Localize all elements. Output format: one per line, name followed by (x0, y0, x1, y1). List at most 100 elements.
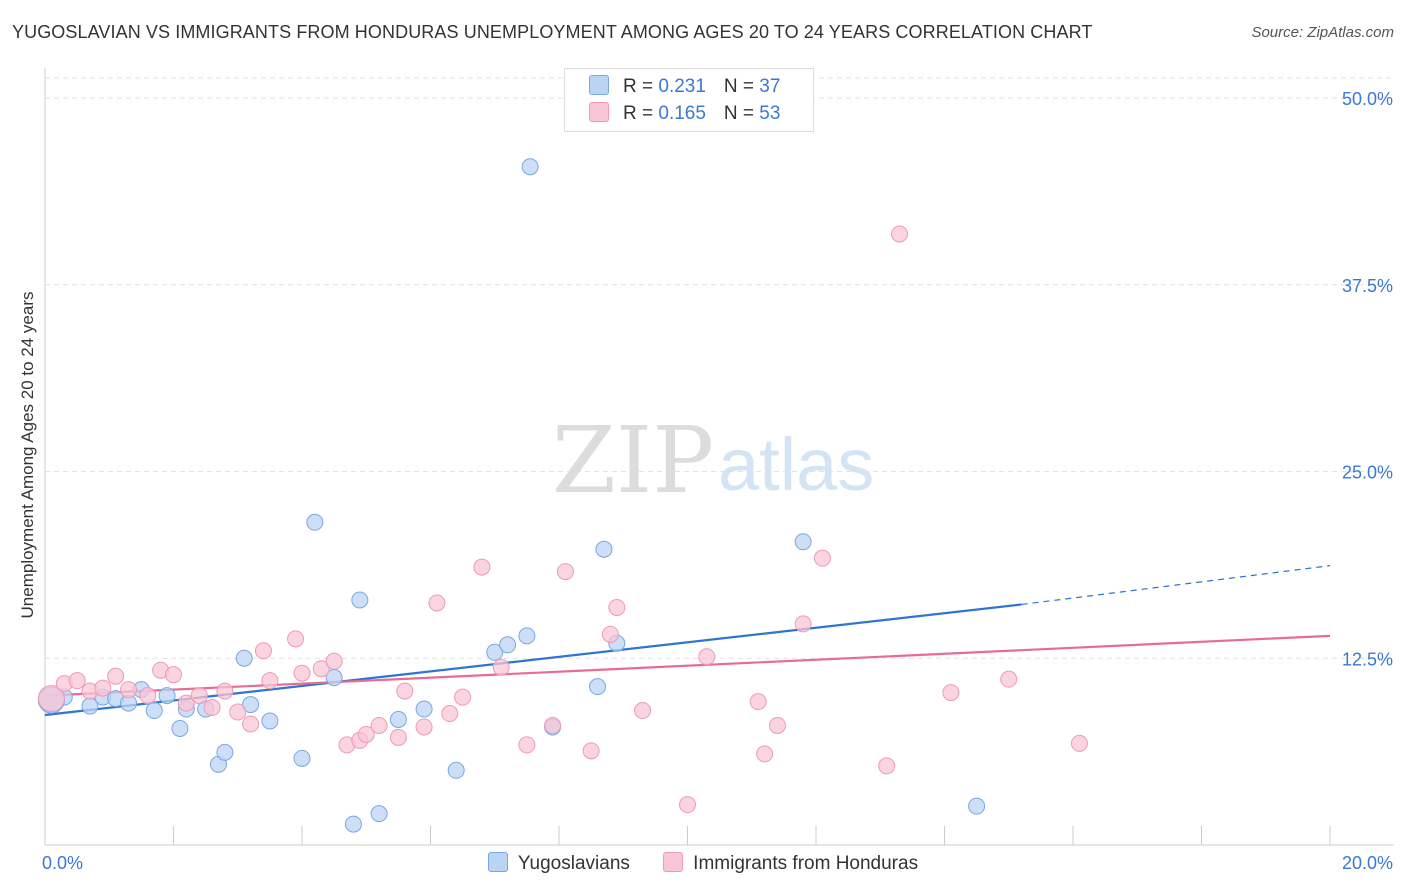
honduras-point (749, 693, 767, 711)
yugoslavian-point (370, 805, 388, 823)
y-tick-label: 12.5% (1342, 649, 1393, 669)
y-tick-label: 37.5% (1342, 276, 1393, 296)
honduras-point (254, 642, 272, 660)
honduras-point (357, 725, 375, 743)
watermark: ZIP atlas (552, 407, 874, 514)
honduras-point (37, 685, 65, 713)
series-legend: Yugoslavians Immigrants from Honduras (0, 852, 1406, 875)
yugoslavian-point (499, 636, 517, 654)
watermark-zip: ZIP (552, 407, 714, 514)
x-tick-label: 20.0% (1342, 853, 1393, 873)
honduras-point (94, 679, 112, 697)
yugoslavian-point (216, 743, 234, 761)
yugoslavian-point (235, 649, 253, 667)
data-points (37, 158, 1088, 833)
honduras-point (190, 687, 208, 705)
honduras-point (325, 652, 343, 670)
r-value: 0.165 (658, 103, 706, 124)
honduras-point (454, 688, 472, 706)
honduras-point (878, 757, 896, 775)
yugoslavian-point (351, 591, 369, 609)
yugoslavian-trend-line (44, 603, 1022, 717)
n-label: N = (723, 103, 760, 124)
blue-swatch-icon (487, 852, 508, 872)
honduras-point (813, 549, 831, 567)
yugoslavian-point (968, 797, 986, 815)
honduras-point (216, 682, 234, 700)
yugoslavian-point (447, 761, 465, 779)
honduras-point (389, 728, 407, 746)
honduras-point (1000, 670, 1018, 688)
honduras-point (229, 703, 247, 721)
honduras-point (1070, 734, 1088, 752)
r-label: R = (623, 76, 659, 97)
honduras-point (942, 684, 960, 702)
legend-item-yugoslavians: Yugoslavians (487, 852, 630, 875)
yugoslavian-point (415, 700, 433, 718)
honduras-point (518, 736, 536, 754)
axes (44, 68, 1394, 846)
legend-row-honduras: R = 0.165 N = 53 (589, 102, 780, 126)
legend-label: Immigrants from Honduras (693, 853, 919, 874)
honduras-point (287, 630, 305, 648)
honduras-point (107, 667, 125, 685)
x-tick-label: 0.0% (42, 853, 83, 873)
honduras-point (891, 225, 909, 243)
yugoslavian-point (589, 678, 607, 696)
source-credit: Source: ZipAtlas.com (1251, 24, 1394, 41)
yugoslavian-point (344, 815, 362, 833)
honduras-point (634, 702, 652, 720)
n-label: N = (723, 76, 760, 97)
legend-row-yugoslavians: R = 0.231 N = 37 (589, 75, 780, 99)
honduras-point (120, 681, 138, 699)
correlation-legend: R = 0.231 N = 37 R = 0.165 N = 53 (564, 68, 814, 132)
blue-swatch-icon (589, 75, 609, 95)
legend-label: Yugoslavians (517, 853, 630, 874)
honduras-point (544, 716, 562, 734)
yugoslavian-point (595, 540, 613, 558)
honduras-point (415, 718, 433, 736)
honduras-point (556, 563, 574, 581)
honduras-point (698, 648, 716, 666)
honduras-point (492, 658, 510, 676)
honduras-point (165, 666, 182, 684)
honduras-point (242, 715, 260, 733)
y-tick-label: 25.0% (1342, 463, 1393, 483)
honduras-point (396, 682, 414, 700)
r-value: 0.231 (658, 76, 706, 97)
gridlines (45, 77, 1394, 659)
pink-swatch-icon (589, 102, 609, 122)
honduras-point (261, 672, 279, 690)
honduras-point (68, 672, 86, 690)
honduras-point (601, 625, 619, 643)
honduras-point (441, 705, 459, 723)
honduras-trend-line (44, 634, 1331, 697)
honduras-point (177, 694, 195, 712)
honduras-point (139, 687, 157, 705)
n-value: 53 (759, 103, 781, 124)
yugoslavian-point (145, 702, 163, 720)
honduras-point (608, 598, 626, 616)
yugoslavian-point (486, 643, 504, 661)
yugoslavian-point (158, 687, 176, 705)
trend-lines (44, 565, 1331, 717)
honduras-point (794, 615, 812, 633)
yugoslavian-point (794, 533, 812, 551)
yugoslavian-point (293, 749, 311, 767)
pink-swatch-icon (663, 852, 684, 872)
yugoslavian-point (261, 712, 279, 730)
legend-item-honduras: Immigrants from Honduras (663, 852, 918, 875)
honduras-point (768, 716, 786, 734)
yugoslavian-point (518, 627, 536, 645)
yugoslavian-point (521, 158, 539, 176)
n-value: 37 (759, 76, 781, 97)
yugoslavian-point (242, 696, 260, 714)
y-tick-label: 50.0% (1342, 89, 1393, 109)
honduras-point (312, 660, 330, 678)
honduras-point (473, 558, 491, 576)
honduras-point (370, 716, 388, 734)
honduras-point (428, 594, 446, 612)
r-label: R = (623, 103, 659, 124)
honduras-point (293, 664, 311, 682)
